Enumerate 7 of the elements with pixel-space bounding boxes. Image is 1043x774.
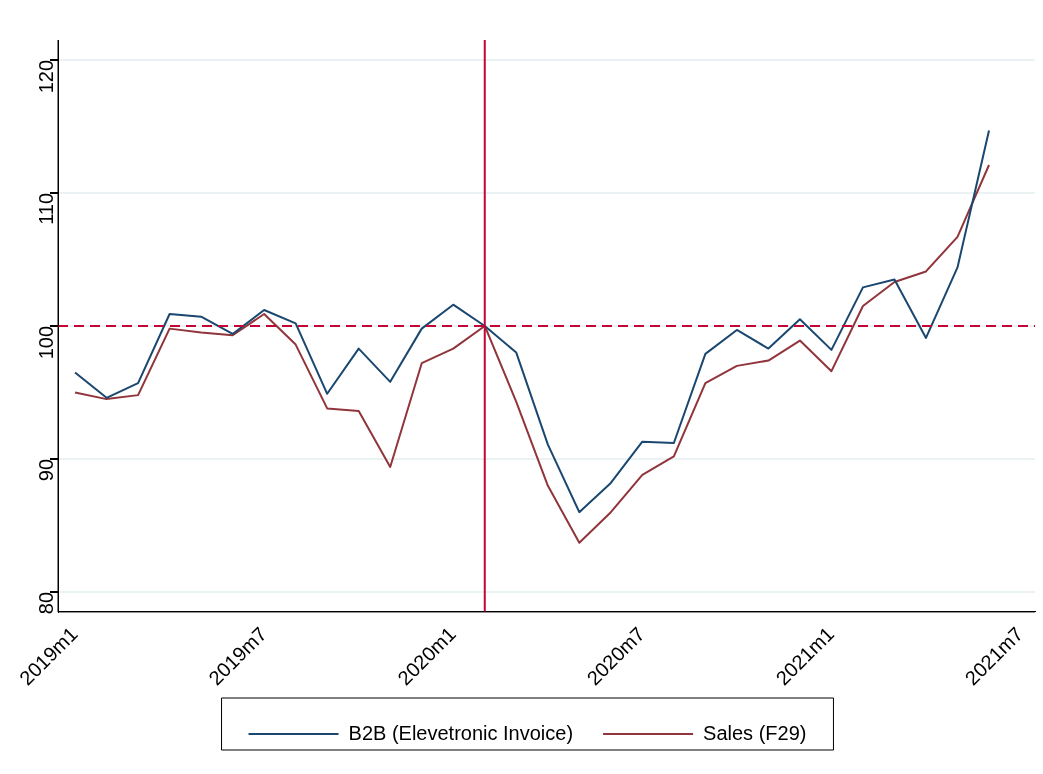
y-tick-label: 80 <box>34 591 57 615</box>
y-tick-label: 90 <box>34 458 57 482</box>
y-tick-label: 110 <box>34 192 57 225</box>
legend-label: B2B (Elevetronic Invoice) <box>348 721 574 744</box>
y-tick-label: 100 <box>34 325 57 360</box>
y-tick-label: 120 <box>34 59 57 94</box>
legend-label: Sales (F29) <box>703 721 807 744</box>
